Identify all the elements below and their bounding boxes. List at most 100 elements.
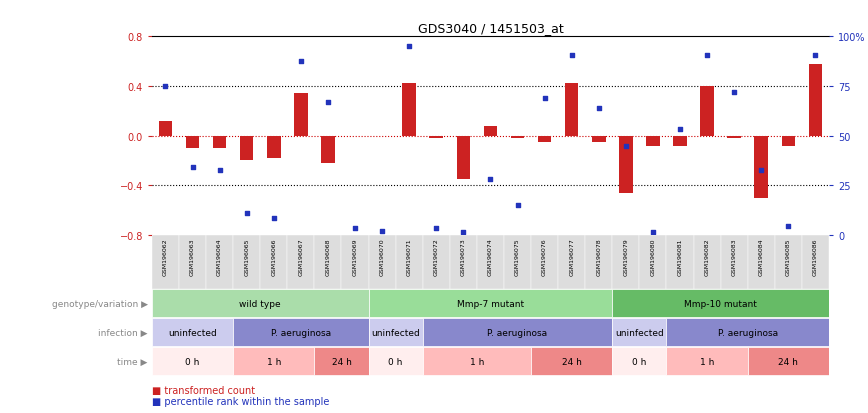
Text: P. aeruginosa: P. aeruginosa — [488, 328, 548, 337]
Bar — [612, 290, 829, 318]
Bar — [430, 136, 443, 139]
Point — [240, 210, 253, 216]
Bar — [674, 136, 687, 146]
Point — [537, 96, 551, 102]
Text: uninfected: uninfected — [168, 328, 217, 337]
Text: GSM196082: GSM196082 — [705, 238, 709, 275]
Point — [619, 143, 633, 150]
Bar — [477, 235, 504, 289]
Point — [266, 215, 280, 221]
Point — [348, 225, 362, 231]
Point — [321, 100, 335, 106]
Text: infection ▶: infection ▶ — [98, 328, 148, 337]
Text: 0 h: 0 h — [389, 357, 403, 366]
Bar — [341, 235, 369, 289]
Bar — [260, 235, 287, 289]
Bar — [159, 121, 172, 136]
Text: GSM196080: GSM196080 — [650, 238, 655, 275]
Bar — [186, 136, 200, 149]
Text: GSM196070: GSM196070 — [379, 238, 385, 275]
Bar — [592, 136, 606, 142]
Bar — [179, 235, 206, 289]
Text: GSM196064: GSM196064 — [217, 238, 222, 275]
Bar — [700, 87, 713, 136]
Text: GSM196066: GSM196066 — [272, 238, 276, 275]
Text: 24 h: 24 h — [332, 357, 352, 366]
Text: GSM196083: GSM196083 — [732, 238, 737, 275]
Bar — [240, 136, 253, 161]
Bar — [802, 235, 829, 289]
Bar — [423, 347, 531, 375]
Text: GSM196076: GSM196076 — [542, 238, 547, 275]
Bar — [558, 235, 585, 289]
Bar — [720, 235, 747, 289]
Bar — [612, 347, 667, 375]
Text: GSM196075: GSM196075 — [515, 238, 520, 275]
Bar — [612, 318, 667, 347]
Point — [727, 90, 741, 96]
Text: 24 h: 24 h — [562, 357, 582, 366]
Bar — [206, 235, 233, 289]
Point — [646, 230, 660, 236]
Bar — [667, 347, 747, 375]
Text: GSM196062: GSM196062 — [163, 238, 168, 275]
Title: GDS3040 / 1451503_at: GDS3040 / 1451503_at — [418, 21, 563, 35]
Bar — [775, 235, 802, 289]
Text: Mmp-10 mutant: Mmp-10 mutant — [684, 299, 757, 308]
Text: GSM196079: GSM196079 — [623, 238, 628, 276]
Bar — [531, 347, 612, 375]
Point — [700, 52, 714, 59]
Point — [294, 59, 308, 65]
Bar — [510, 136, 524, 139]
Bar — [369, 235, 396, 289]
Bar — [538, 136, 551, 142]
Text: 0 h: 0 h — [186, 357, 200, 366]
Bar — [585, 235, 612, 289]
Point — [565, 52, 579, 59]
Text: wild type: wild type — [240, 299, 281, 308]
Point — [430, 225, 444, 231]
Bar — [423, 235, 450, 289]
Text: P. aeruginosa: P. aeruginosa — [271, 328, 331, 337]
Text: 1 h: 1 h — [700, 357, 714, 366]
Bar — [646, 136, 660, 146]
Point — [213, 168, 227, 174]
Bar — [233, 318, 369, 347]
Text: time ▶: time ▶ — [117, 357, 148, 366]
Bar — [457, 136, 470, 180]
Text: GSM196086: GSM196086 — [813, 238, 818, 275]
Point — [592, 106, 606, 112]
Point — [457, 230, 470, 236]
Bar — [694, 235, 720, 289]
Bar — [781, 136, 795, 146]
Bar — [809, 64, 822, 136]
Bar — [450, 235, 477, 289]
Bar — [321, 136, 335, 164]
Bar — [727, 136, 741, 139]
Bar — [369, 347, 423, 375]
Point — [781, 223, 795, 230]
Point — [402, 44, 416, 50]
Text: GSM196081: GSM196081 — [678, 238, 682, 275]
Text: 24 h: 24 h — [779, 357, 799, 366]
Bar — [667, 318, 829, 347]
Point — [159, 83, 173, 90]
Text: GSM196073: GSM196073 — [461, 238, 466, 276]
Point — [673, 127, 687, 133]
Bar — [233, 347, 314, 375]
Bar — [403, 84, 416, 136]
Bar — [152, 235, 179, 289]
Point — [483, 176, 497, 183]
Bar — [287, 235, 314, 289]
Text: P. aeruginosa: P. aeruginosa — [718, 328, 778, 337]
Text: GSM196067: GSM196067 — [299, 238, 303, 275]
Bar — [747, 235, 775, 289]
Text: GSM196084: GSM196084 — [759, 238, 764, 275]
Bar — [314, 347, 369, 375]
Text: uninfected: uninfected — [372, 328, 420, 337]
Bar — [619, 136, 633, 193]
Bar — [531, 235, 558, 289]
Bar — [565, 84, 578, 136]
Bar — [747, 347, 829, 375]
Text: Mmp-7 mutant: Mmp-7 mutant — [457, 299, 524, 308]
